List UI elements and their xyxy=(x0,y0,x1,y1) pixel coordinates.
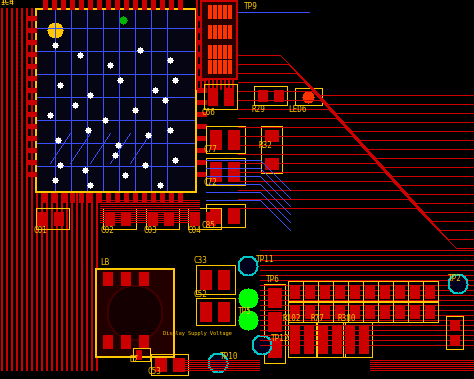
Text: C52: C52 xyxy=(194,290,208,299)
Text: TP6: TP6 xyxy=(266,275,280,284)
Text: Display Supply Voltage: Display Supply Voltage xyxy=(163,331,232,336)
Text: C33: C33 xyxy=(194,256,208,265)
Text: LB: LB xyxy=(100,258,109,267)
Text: R77: R77 xyxy=(311,314,325,323)
Text: C66: C66 xyxy=(202,108,216,117)
Text: C04: C04 xyxy=(188,226,202,235)
Text: C03: C03 xyxy=(144,226,158,235)
Text: IC4: IC4 xyxy=(0,0,14,7)
Text: LED6: LED6 xyxy=(288,105,307,114)
Text: TP9: TP9 xyxy=(244,2,258,11)
Text: C53: C53 xyxy=(148,367,162,376)
Text: C77: C77 xyxy=(204,145,218,154)
Text: TP11: TP11 xyxy=(256,255,274,264)
Text: R29: R29 xyxy=(252,105,266,114)
Text: C02: C02 xyxy=(101,226,115,235)
Text: R32: R32 xyxy=(259,141,273,150)
Text: D7: D7 xyxy=(130,355,139,364)
Text: TP10: TP10 xyxy=(220,352,238,361)
Text: C85: C85 xyxy=(202,221,216,230)
Text: TP5: TP5 xyxy=(238,307,252,316)
Text: R380: R380 xyxy=(338,314,356,323)
Text: C72: C72 xyxy=(204,178,218,187)
Text: R102: R102 xyxy=(283,314,301,323)
Text: TP12: TP12 xyxy=(271,334,290,343)
Text: IC4: IC4 xyxy=(0,0,14,5)
Text: TP2: TP2 xyxy=(448,274,462,283)
Text: C01: C01 xyxy=(34,226,48,235)
